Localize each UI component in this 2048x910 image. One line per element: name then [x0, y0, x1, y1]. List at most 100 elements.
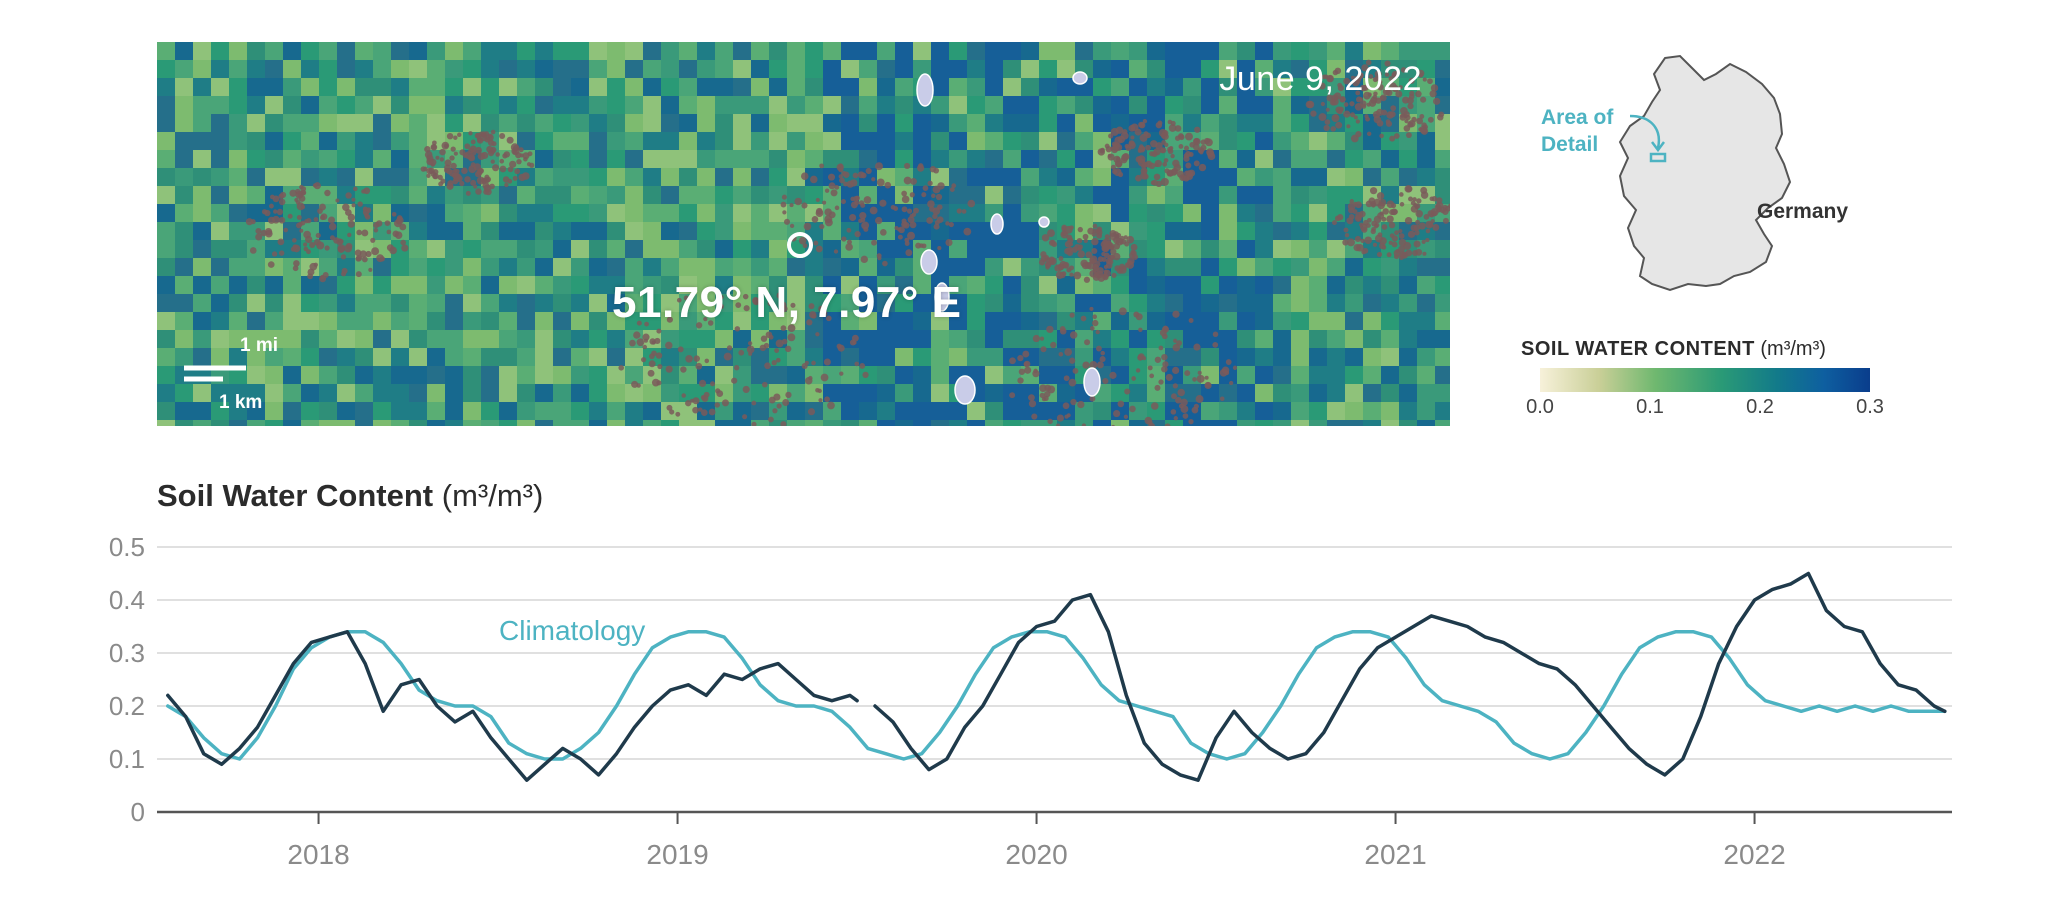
urban-pixel: [255, 233, 263, 241]
map-parcel: [1435, 240, 1450, 260]
urban-pixel: [389, 246, 397, 255]
map-parcel: [283, 402, 305, 422]
map-parcel: [247, 420, 274, 426]
map-parcel: [967, 168, 990, 189]
urban-pixel: [303, 246, 309, 252]
map-parcel: [355, 402, 378, 422]
map-parcel: [1057, 42, 1080, 61]
map-parcel: [1003, 96, 1026, 114]
map-parcel: [391, 150, 413, 170]
urban-pixel: [507, 166, 514, 173]
soil-moisture-map: June 9, 2022 51.79° N, 7.97° E 1 mi 1 km: [157, 42, 1450, 426]
map-parcel: [175, 42, 195, 65]
map-parcel: [607, 60, 625, 79]
map-parcel: [715, 312, 735, 335]
map-parcel: [1129, 420, 1155, 426]
map-parcel: [211, 294, 230, 316]
map-parcel: [373, 204, 392, 222]
map-parcel: [1111, 294, 1134, 317]
urban-pixel: [394, 231, 403, 239]
map-parcel: [247, 150, 267, 172]
urban-pixel: [249, 247, 257, 254]
map-parcel: [535, 420, 558, 426]
map-parcel: [841, 366, 859, 385]
urban-pixel: [365, 250, 372, 258]
map-parcel: [337, 42, 360, 62]
map-parcel: [157, 78, 177, 100]
map-parcel: [535, 114, 558, 133]
urban-pixel: [485, 188, 492, 196]
map-parcel: [1201, 222, 1222, 245]
urban-pixel: [432, 174, 438, 180]
map-parcel: [805, 258, 828, 276]
map-parcel: [1309, 168, 1329, 189]
map-parcel: [391, 96, 414, 119]
map-parcel: [643, 78, 661, 101]
map-parcel: [787, 258, 805, 280]
map-parcel: [895, 348, 916, 370]
legend-unit: (m³/m³): [1760, 338, 1826, 360]
map-parcel: [1435, 366, 1450, 387]
map-parcel: [1075, 420, 1103, 426]
map-parcel: [1003, 420, 1024, 426]
urban-pixel: [453, 135, 458, 140]
map-parcel: [949, 276, 967, 299]
urban-pixel: [469, 145, 477, 153]
map-parcel: [1363, 366, 1383, 385]
map-parcel: [715, 78, 736, 101]
map-parcel: [1057, 420, 1088, 426]
map-parcel: [1201, 42, 1222, 65]
urban-pixel: [265, 229, 273, 238]
map-parcel: [1129, 60, 1151, 80]
urban-pixel: [347, 232, 352, 238]
urban-pixel: [437, 174, 443, 180]
map-parcel: [1417, 384, 1440, 407]
map-parcel: [337, 294, 355, 314]
urban-pixel: [315, 232, 321, 239]
urban-pixel: [316, 241, 325, 250]
map-parcel: [589, 420, 613, 426]
map-parcel: [175, 420, 197, 426]
map-parcel: [1165, 276, 1188, 298]
urban-pixel: [269, 203, 274, 209]
map-parcel: [1417, 240, 1437, 263]
map-parcel: [1363, 348, 1385, 370]
map-parcel: [625, 60, 643, 83]
map-parcel: [877, 114, 895, 135]
urban-pixel: [347, 220, 355, 228]
map-parcel: [1219, 132, 1240, 150]
urban-pixel: [355, 271, 362, 278]
urban-pixel: [393, 219, 402, 228]
map-parcel: [301, 402, 319, 424]
urban-pixel: [521, 172, 530, 180]
map-parcel: [427, 78, 449, 96]
urban-pixel: [507, 178, 513, 184]
map-parcel: [967, 420, 994, 426]
map-parcel: [787, 42, 805, 64]
map-parcel: [643, 258, 666, 279]
map-parcel: [409, 42, 427, 62]
urban-pixel: [309, 241, 316, 249]
map-parcel: [1327, 384, 1346, 403]
map-parcel: [1237, 420, 1259, 426]
map-parcel: [391, 384, 410, 402]
urban-pixel: [446, 168, 453, 175]
urban-pixel: [499, 132, 506, 140]
map-parcel: [463, 42, 485, 65]
map-parcel: [1327, 240, 1348, 258]
x-tick-label: 2018: [287, 839, 349, 870]
map-parcel: [1435, 384, 1450, 403]
urban-pixel: [337, 245, 345, 253]
map-parcel: [1399, 402, 1418, 424]
map-parcel: [481, 114, 504, 133]
urban-pixel: [307, 268, 315, 276]
map-parcel: [1075, 150, 1097, 173]
map-parcel: [841, 420, 862, 426]
map-parcel: [1327, 42, 1347, 65]
map-parcel: [751, 276, 773, 294]
map-parcel: [769, 132, 792, 150]
x-tick-label: 2021: [1364, 839, 1426, 870]
map-parcel: [1075, 276, 1098, 296]
urban-pixel: [353, 186, 358, 192]
map-parcel: [1147, 420, 1172, 426]
